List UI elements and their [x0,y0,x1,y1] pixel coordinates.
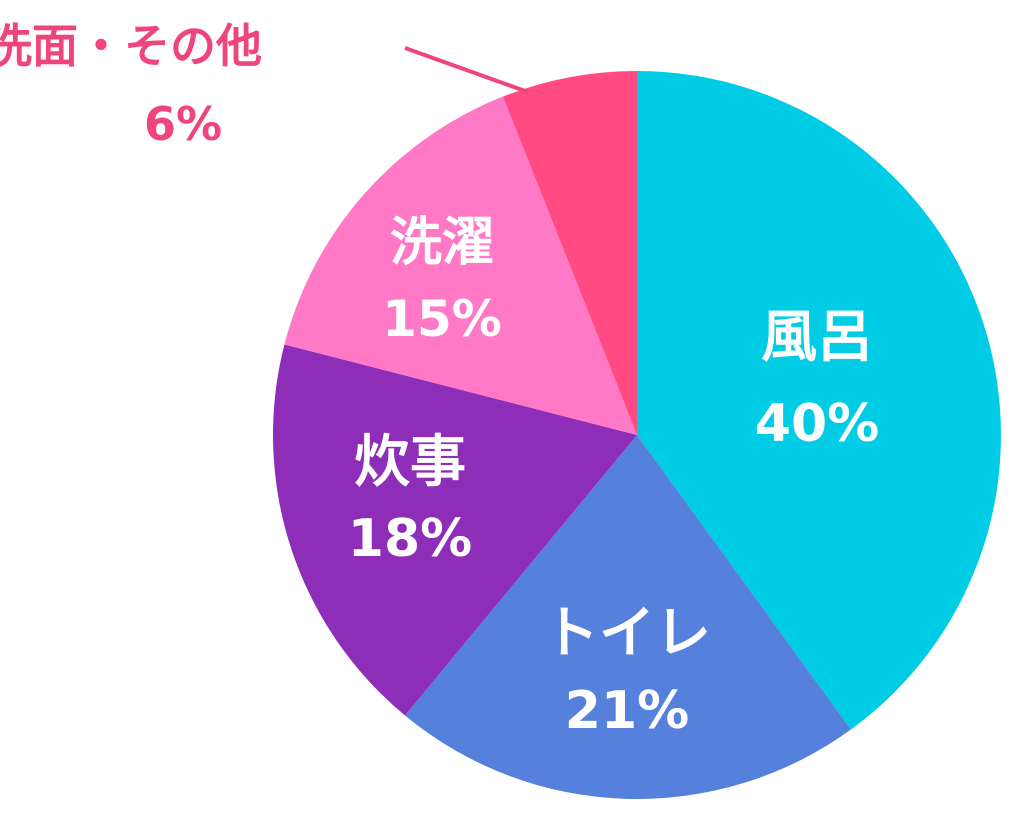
slice-labels: 風呂 40% トイレ 21% 炊事 18% 洗濯 15% 洗面・その他 6% [0,19,879,741]
slice-2-wedge [273,344,637,716]
slice-0-wedge [637,71,1001,730]
slice-3-name-label: 洗濯 [390,213,494,273]
slice-0-value-label: 40% [755,394,879,454]
slice-4-name-label: 洗面・その他 [0,19,262,73]
slice-1-name-label: トイレ [543,601,711,666]
slice-1-value-label: 21% [565,681,689,741]
pie-slices [273,71,1001,799]
slice-0-name-label: 風呂 [761,305,873,370]
slice-3-value-label: 15% [382,290,502,348]
slice-2-value-label: 18% [348,509,472,569]
slice-4-value-label: 6% [144,97,222,151]
leader-line [404,46,529,94]
slice-2-name-label: 炊事 [354,430,466,495]
slice-3-wedge [284,96,637,435]
slice-4-wedge [503,71,637,435]
slice-1-wedge [404,435,851,799]
